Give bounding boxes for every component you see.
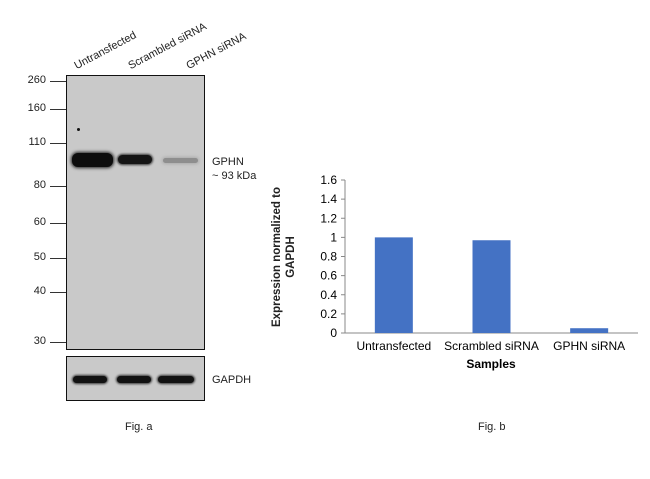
bar-series: [374, 237, 609, 333]
loading-control-label: GAPDH: [212, 374, 252, 386]
band-gapdh-scrambled: [117, 376, 151, 383]
y-tick-label: 0.4: [320, 288, 337, 302]
mw-tick: [50, 186, 66, 187]
mw-marker-260: 260: [27, 74, 46, 86]
blot-loading-control-panel: [66, 356, 205, 401]
mw-marker-50: 50: [33, 251, 46, 263]
bar-untransfected: [374, 237, 413, 333]
mw-marker-110: 110: [28, 136, 46, 148]
bar-chart: 0 0.2 0.4 0.6 0.8 1 1.2 1.4 1.6 Untransfected Scr…: [320, 173, 638, 371]
mw-marker-80: 80: [33, 179, 46, 191]
bar-gphn-sirna: [570, 328, 609, 333]
y-tick-label: 0.2: [320, 307, 337, 321]
mw-tick: [50, 292, 66, 293]
mw-tick: [50, 342, 66, 343]
band-gapdh-untransfected: [73, 376, 107, 383]
x-tick-label: Untransfected: [356, 339, 431, 353]
y-tick-label: 1.4: [320, 192, 337, 206]
mw-tick: [50, 223, 66, 224]
band-gphn-scrambled: [118, 155, 152, 164]
band-gphn-knockdown: [163, 158, 198, 163]
mw-marker-40: 40: [33, 285, 46, 297]
mw-marker-30: 30: [33, 335, 46, 347]
y-tick-label: 0.8: [320, 250, 337, 264]
band-gphn-untransfected: [72, 153, 113, 167]
y-axis-ticks: 0 0.2 0.4 0.6 0.8 1 1.2 1.4 1.6: [320, 173, 345, 340]
mw-tick: [50, 143, 66, 144]
mw-marker-160: 160: [27, 102, 46, 114]
mw-tick: [50, 81, 66, 82]
figure-caption-b: Fig. b: [478, 421, 506, 433]
mw-tick: [50, 109, 66, 110]
x-axis-title: Samples: [466, 357, 516, 371]
mw-marker-60: 60: [33, 216, 46, 228]
band-gapdh-knockdown: [158, 376, 194, 383]
x-tick-label: Scrambled siRNA: [444, 339, 539, 353]
target-protein-label: GPHN: [212, 156, 244, 168]
y-tick-label: 0: [330, 326, 337, 340]
bar-scrambled-sirna: [472, 240, 511, 333]
blot-main-panel: [66, 75, 205, 350]
target-size-label: ~ 93 kDa: [212, 170, 257, 182]
x-axis-ticks: Untransfected Scrambled siRNA GPHN siRNA: [356, 339, 625, 353]
x-tick-label: GPHN siRNA: [553, 339, 625, 353]
y-tick-label: 0.6: [320, 269, 337, 283]
blot-speck: [77, 128, 80, 131]
mw-tick: [50, 258, 66, 259]
y-axis-title: Expression normalized to GAPDH: [271, 187, 297, 327]
y-tick-label: 1.2: [320, 211, 337, 225]
y-axis-title-box: Expression normalized to GAPDH: [226, 172, 376, 342]
figure-caption-a: Fig. a: [125, 421, 153, 433]
y-tick-label: 1: [330, 230, 337, 244]
y-tick-label: 1.6: [320, 173, 337, 187]
